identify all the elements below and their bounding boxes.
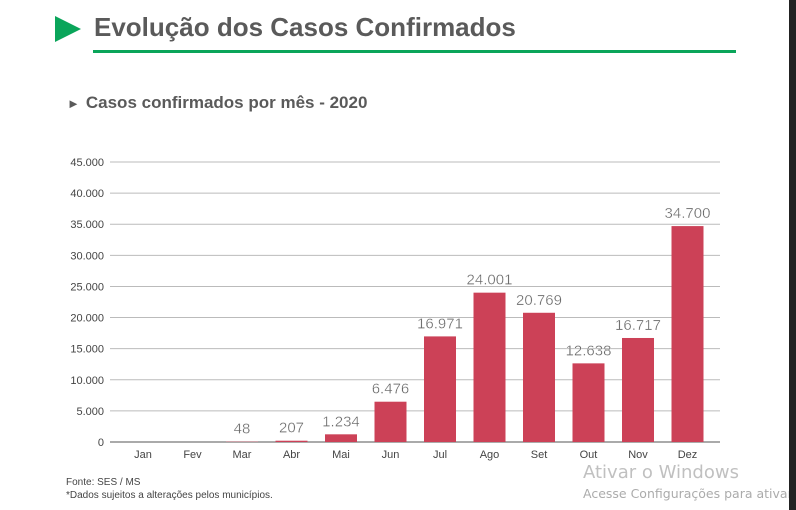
title-arrow-icon — [55, 16, 81, 42]
y-tick-label: 30.000 — [70, 250, 104, 262]
page-title: Evolução dos Casos Confirmados — [94, 12, 516, 42]
chart-subtitle: ► Casos confirmados por mês - 2020 — [67, 93, 368, 112]
x-tick-label: Jun — [382, 449, 400, 461]
data-label: 1.234 — [322, 413, 360, 430]
x-tick-label: Out — [580, 449, 598, 461]
bar — [671, 226, 704, 442]
data-label: 6.476 — [372, 381, 410, 398]
x-tick-label: Mai — [332, 449, 350, 461]
data-label: 34.700 — [665, 205, 711, 222]
bar — [424, 336, 456, 442]
x-tick-label: Fev — [183, 449, 202, 461]
data-label: 24.001 — [467, 272, 513, 289]
bar — [523, 312, 555, 442]
data-label: 207 — [279, 420, 304, 437]
x-tick-label: Dez — [678, 449, 698, 461]
y-tick-label: 40.000 — [70, 188, 104, 200]
y-tick-label: 35.000 — [70, 219, 104, 231]
subtitle-arrow-icon: ► — [67, 96, 80, 111]
y-tick-label: 10.000 — [70, 375, 104, 387]
title-divider — [93, 50, 736, 53]
bar — [473, 292, 506, 442]
data-label: 16.971 — [417, 315, 463, 332]
data-label: 20.769 — [516, 292, 562, 309]
windows-watermark-title: Ativar o Windows — [583, 462, 739, 483]
x-tick-label: Set — [531, 449, 548, 461]
bar — [374, 401, 407, 442]
x-tick-label: Mar — [233, 449, 252, 461]
window-edge — [789, 0, 796, 510]
x-tick-label: Nov — [628, 449, 648, 461]
data-label: 16.717 — [615, 317, 661, 334]
bar — [325, 434, 357, 442]
bar — [275, 440, 308, 442]
y-tick-label: 15.000 — [70, 344, 104, 356]
y-tick-label: 5.000 — [76, 406, 104, 418]
data-label: 48 — [234, 421, 251, 438]
y-tick-label: 0 — [98, 437, 104, 449]
y-tick-label: 20.000 — [70, 313, 104, 325]
bar — [572, 363, 605, 442]
disclaimer-note: *Dados sujeitos a alterações pelos munic… — [66, 490, 273, 501]
x-tick-label: Abr — [283, 449, 300, 461]
source-note: Fonte: SES / MS — [66, 477, 141, 488]
y-tick-label: 25.000 — [70, 281, 104, 293]
windows-watermark-text: Acesse Configurações para ativar — [583, 486, 793, 501]
bar — [622, 337, 654, 442]
x-tick-label: Ago — [480, 449, 500, 461]
data-label: 12.638 — [566, 342, 612, 359]
x-tick-label: Jan — [134, 449, 152, 461]
x-tick-label: Jul — [433, 449, 447, 461]
y-tick-label: 45.000 — [70, 157, 104, 169]
